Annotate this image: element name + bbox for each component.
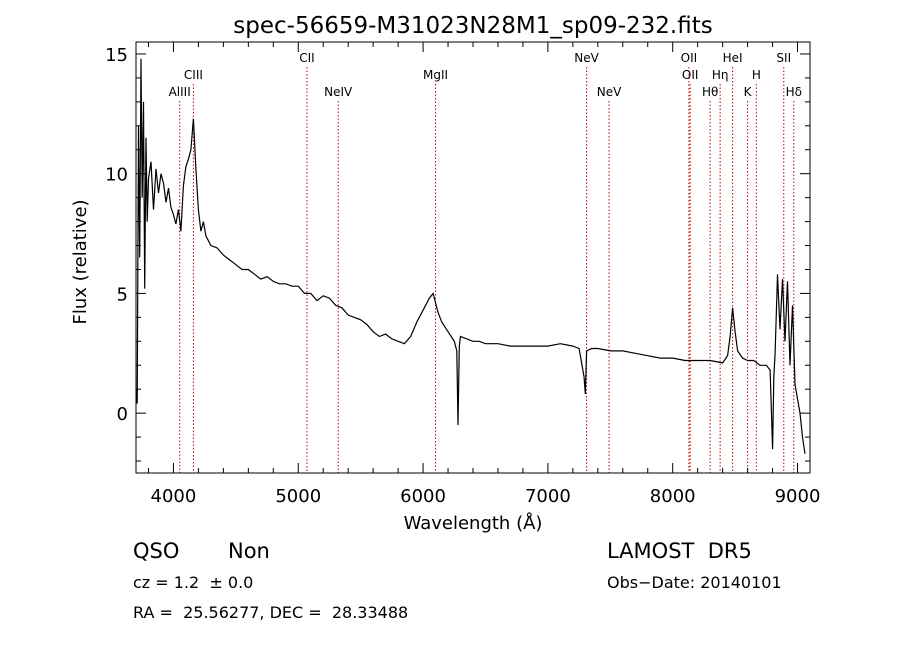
- line-label-8: OII: [682, 68, 699, 82]
- line-label-5: NeV: [574, 51, 599, 65]
- y-tick-label: 0: [117, 404, 128, 425]
- line-label-0: AlIII: [169, 85, 191, 99]
- line-label-3: NeIV: [324, 85, 353, 99]
- x-tick-label: 8000: [650, 486, 696, 507]
- line-label-9: Hθ: [702, 85, 718, 99]
- redshift: cz = 1.2 ± 0.0: [133, 573, 254, 592]
- emission-line-markers: [179, 67, 795, 473]
- object-subclass: Non: [228, 539, 270, 563]
- y-tick-label: 15: [105, 45, 128, 66]
- line-label-14: SII: [776, 51, 791, 65]
- plot-frame: [135, 41, 811, 474]
- x-axis-label: Wavelength (Å): [404, 512, 543, 534]
- spectrum-line: [135, 58, 806, 454]
- survey-name: LAMOST DR5: [607, 539, 752, 563]
- line-label-11: HeI: [723, 51, 743, 65]
- x-axis: 4000 5000 6000 7000 8000 9000: [147, 42, 821, 507]
- line-label-1: CIII: [184, 68, 203, 82]
- chart-title: spec-56659-M31023N28M1_sp09-232.fits: [233, 13, 712, 39]
- emission-line-labels: AlIIICIIICIINeIVMgIINeVNeVOIIOIIHθHηHeIK…: [169, 51, 802, 99]
- coordinates: RA = 25.56277, DEC = 28.33488: [133, 603, 409, 622]
- line-label-12: K: [744, 85, 753, 99]
- y-tick-label: 5: [117, 284, 128, 305]
- line-label-15: Hδ: [786, 85, 802, 99]
- line-label-6: NeV: [597, 85, 622, 99]
- y-axis-label: Flux (relative): [70, 199, 91, 324]
- observation-date: Obs−Date: 20140101: [607, 573, 782, 592]
- x-tick-label: 6000: [400, 486, 446, 507]
- x-tick-label: 4000: [151, 486, 197, 507]
- line-label-13: H: [752, 68, 761, 82]
- line-label-7: OII: [681, 51, 698, 65]
- x-tick-label: 9000: [775, 486, 821, 507]
- line-label-4: MgII: [423, 68, 448, 82]
- x-tick-label: 5000: [275, 486, 321, 507]
- object-class: QSO: [133, 539, 180, 563]
- y-axis: 0 5 10 15: [105, 45, 810, 462]
- line-label-10: Hη: [712, 68, 729, 82]
- line-label-2: CII: [299, 51, 314, 65]
- x-tick-label: 7000: [525, 486, 571, 507]
- y-tick-label: 10: [105, 165, 128, 186]
